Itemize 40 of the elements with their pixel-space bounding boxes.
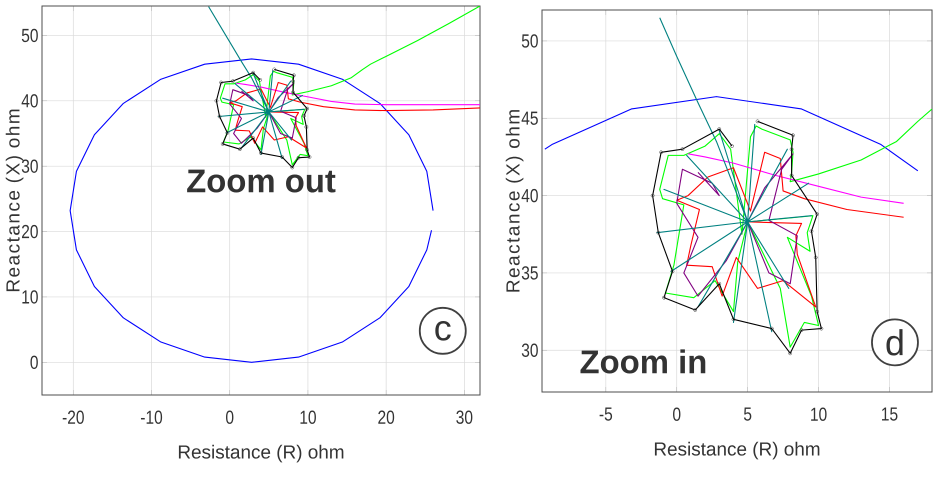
y-tick-label: 30 xyxy=(22,159,38,173)
y-tick-label: 45 xyxy=(522,112,538,125)
x-tick-label: 20 xyxy=(378,410,394,424)
x-tick-label: 10 xyxy=(811,408,827,421)
x-axis-title: Resistance (R) ohm xyxy=(654,442,820,460)
line-series xyxy=(208,6,305,159)
line-series xyxy=(214,68,312,170)
x-tick-label: -20 xyxy=(62,410,84,424)
line-series xyxy=(544,96,918,172)
y-tick-label: 40 xyxy=(522,188,538,202)
y-tick-label: 30 xyxy=(522,344,538,357)
line-series xyxy=(676,152,904,308)
x-tick-label: 15 xyxy=(882,408,898,421)
line-series xyxy=(229,82,480,148)
line-series xyxy=(656,17,812,332)
x-tick-label: 30 xyxy=(456,410,472,424)
x-axis-title: Resistance (R) ohm xyxy=(178,444,344,462)
line-series xyxy=(229,82,297,144)
annotation: c xyxy=(435,320,451,341)
line-series xyxy=(220,6,480,166)
y-tick-label: 35 xyxy=(522,266,538,280)
y-tick-label: 40 xyxy=(22,94,38,108)
y-tick-label: 20 xyxy=(22,224,38,238)
y-tick-label: 50 xyxy=(22,28,38,42)
line-series xyxy=(688,153,904,204)
annotation: Zoom out xyxy=(187,170,336,193)
y-tick-label: 0 xyxy=(30,356,38,370)
line-series xyxy=(676,153,798,297)
x-tick-label: 0 xyxy=(226,410,234,424)
y-tick-label: 50 xyxy=(522,34,538,48)
x-tick-label: 5 xyxy=(744,408,752,421)
annotation: Zoom in xyxy=(580,349,706,374)
y-axis-title: Reactance (X) ohm xyxy=(6,110,24,292)
x-tick-label: -5 xyxy=(600,408,612,421)
x-tick-label: 10 xyxy=(300,410,316,424)
annotation: d xyxy=(886,329,903,356)
x-tick-label: 0 xyxy=(673,408,680,421)
line-series xyxy=(70,58,434,363)
y-tick-label: 10 xyxy=(22,290,38,304)
x-tick-label: -10 xyxy=(140,410,162,424)
